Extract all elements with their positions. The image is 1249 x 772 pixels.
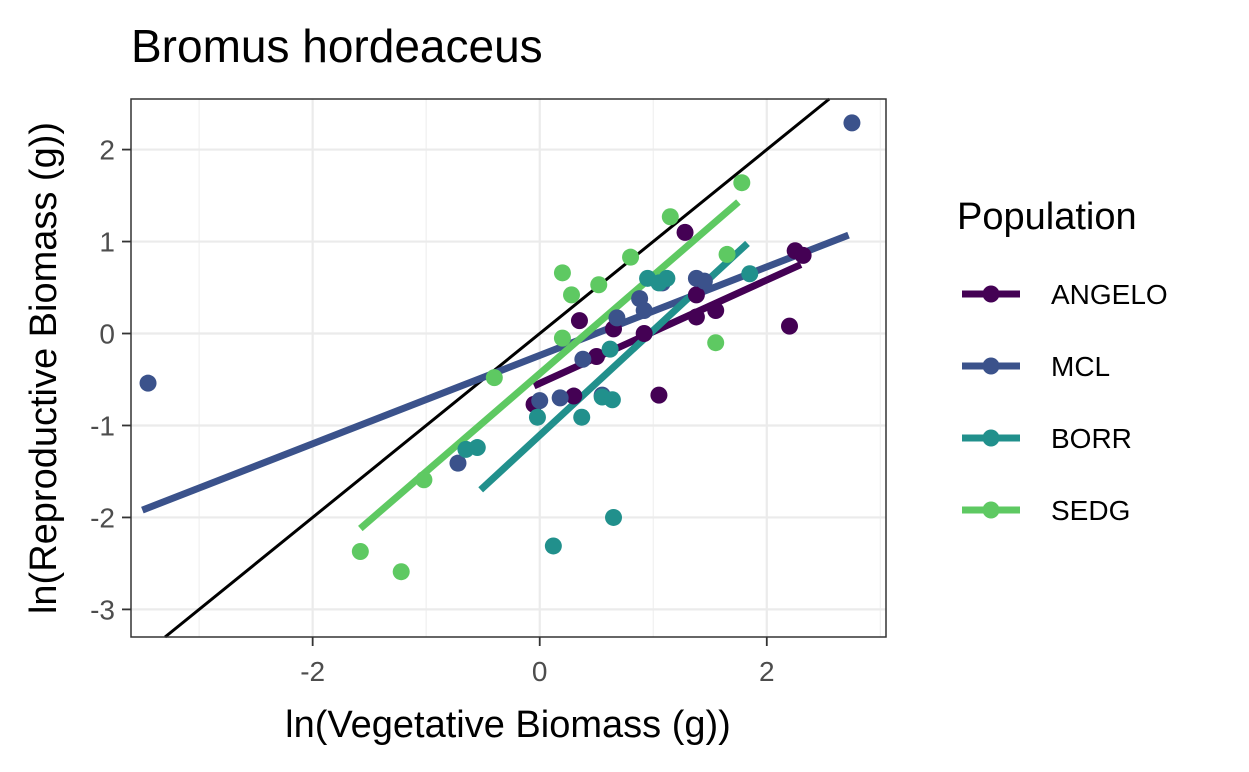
point-sedg [661, 208, 679, 226]
point-angelo [650, 386, 668, 404]
point-mcl [449, 454, 467, 472]
legend-label: SEDG [1051, 495, 1130, 526]
x-tick-label: -2 [300, 656, 325, 687]
plot-border [130, 98, 887, 638]
y-axis: -3 -2 -1 0 1 2 [90, 135, 131, 625]
point-borr [528, 408, 546, 426]
legend-label: MCL [1051, 351, 1110, 382]
point-angelo [565, 387, 583, 405]
legend-item-mcl: MCL [962, 351, 1110, 382]
data-points [139, 114, 861, 581]
legend-item-sedg: SEDG [962, 495, 1130, 526]
point-angelo [676, 223, 694, 241]
y-tick-label: -1 [90, 410, 115, 441]
point-angelo [794, 246, 812, 264]
point-sedg [485, 369, 503, 387]
x-axis: -2 0 2 [300, 637, 775, 687]
point-sedg [392, 563, 410, 581]
point-angelo [570, 312, 588, 330]
point-sedg [553, 329, 571, 347]
point-borr [605, 508, 623, 526]
reference-line-group [164, 97, 831, 639]
point-sedg [563, 286, 581, 304]
point-angelo [707, 302, 725, 320]
legend-key-point [982, 357, 1000, 375]
legend-item-borr: BORR [962, 423, 1132, 454]
reference-line [164, 97, 831, 639]
point-borr [658, 269, 676, 287]
point-angelo [687, 308, 705, 326]
y-tick-label: 0 [99, 319, 115, 350]
point-angelo [635, 325, 653, 343]
x-axis-title: ln(Vegetative Biomass (g)) [285, 704, 731, 746]
legend: Population ANGELO MCL BORR SEDG [957, 196, 1168, 526]
y-tick-label: -2 [90, 502, 115, 533]
legend-label: BORR [1051, 423, 1132, 454]
point-sedg [733, 174, 751, 192]
point-sedg [415, 471, 433, 489]
point-sedg [553, 264, 571, 282]
legend-title: Population [957, 196, 1137, 238]
x-tick-label: 2 [759, 656, 775, 687]
y-axis-title: ln(Reproductive Biomass (g)) [23, 122, 65, 614]
point-mcl [695, 272, 713, 290]
point-mcl [574, 350, 592, 368]
point-mcl [843, 114, 861, 132]
point-sedg [351, 542, 369, 560]
legend-item-angelo: ANGELO [962, 279, 1168, 310]
point-mcl [608, 309, 626, 327]
point-borr [603, 391, 621, 409]
point-borr [544, 537, 562, 555]
point-mcl [635, 302, 653, 320]
point-angelo [587, 348, 605, 366]
point-borr [573, 408, 591, 426]
point-mcl [139, 374, 157, 392]
y-tick-label: -3 [90, 594, 115, 625]
point-angelo [780, 317, 798, 335]
point-borr [457, 440, 475, 458]
y-tick-label: 1 [99, 227, 115, 258]
point-mcl [531, 392, 549, 410]
x-tick-label: 0 [532, 656, 548, 687]
point-sedg [718, 245, 736, 263]
point-borr [601, 340, 619, 358]
point-sedg [707, 334, 725, 352]
legend-key-point [982, 285, 1000, 303]
point-borr [741, 265, 759, 283]
point-sedg [590, 276, 608, 294]
point-mcl [551, 389, 569, 407]
legend-key-point [982, 429, 1000, 447]
grid [131, 99, 886, 637]
legend-label: ANGELO [1051, 279, 1168, 310]
legend-key-point [982, 501, 1000, 519]
point-sedg [622, 248, 640, 266]
y-tick-label: 2 [99, 135, 115, 166]
point-angelo [687, 286, 705, 304]
chart-title: Bromus hordeaceus [131, 20, 543, 72]
